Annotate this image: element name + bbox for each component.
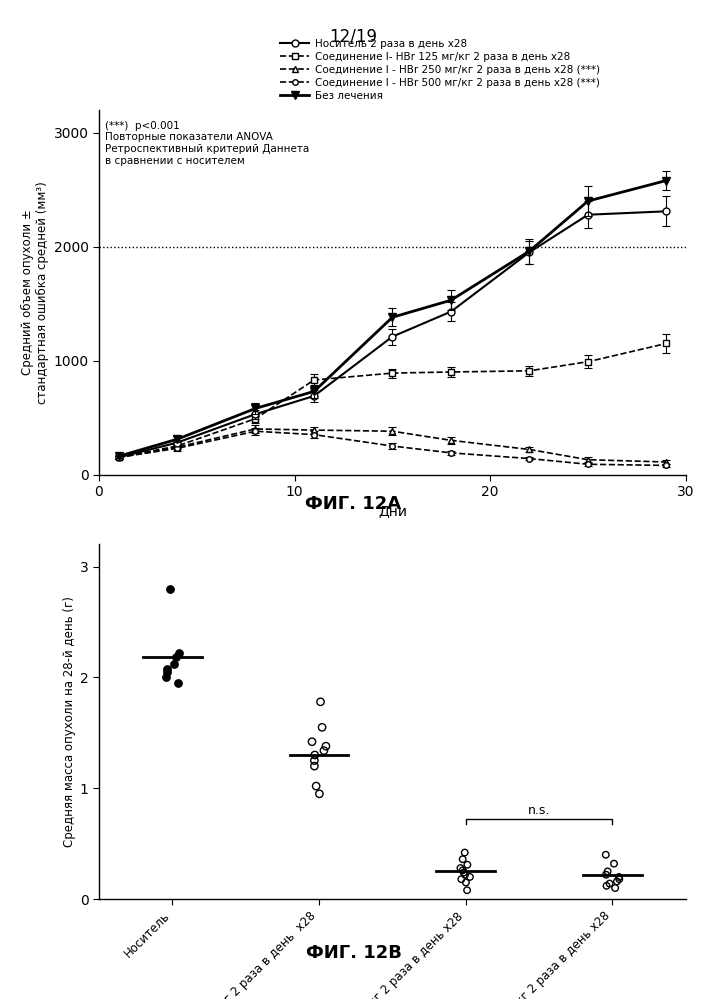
Text: (***)  р<0.001
Повторные показатели ANOVA
Ретроспективный критерий Даннета
в сра: (***) р<0.001 Повторные показатели ANOVA… — [105, 121, 309, 166]
Point — [458, 864, 469, 880]
Y-axis label: Средняя масса опухоли на 28-й день (г): Средняя масса опухоли на 28-й день (г) — [62, 596, 76, 847]
Point — [309, 752, 320, 768]
Point — [462, 882, 473, 898]
Point — [456, 871, 467, 887]
Point — [309, 747, 320, 763]
Legend: Носитель 2 раза в день х28, Соединение I- НВr 125 мг/кг 2 раза в день х28, Соеди: Носитель 2 раза в день х28, Соединение I… — [280, 39, 600, 101]
X-axis label: Дни: Дни — [378, 504, 407, 518]
Point — [314, 786, 325, 802]
Point — [455, 860, 466, 876]
Point — [317, 719, 328, 735]
Point — [173, 645, 185, 661]
Text: 12/19: 12/19 — [329, 28, 378, 46]
Point — [160, 669, 172, 685]
Point — [172, 675, 183, 691]
Point — [614, 871, 625, 887]
Point — [162, 664, 173, 680]
Point — [614, 869, 625, 885]
Text: ФИГ. 12В: ФИГ. 12В — [305, 944, 402, 962]
Text: n.s.: n.s. — [528, 804, 550, 817]
Point — [162, 660, 173, 676]
Point — [462, 857, 473, 873]
Point — [459, 844, 470, 860]
Point — [309, 758, 320, 774]
Point — [600, 847, 612, 863]
Point — [612, 873, 623, 889]
Point — [457, 862, 468, 878]
Point — [608, 855, 619, 871]
Point — [460, 874, 472, 890]
Point — [318, 742, 329, 758]
Point — [315, 694, 326, 710]
Point — [306, 733, 317, 749]
Point — [310, 778, 322, 794]
Point — [168, 656, 180, 672]
Point — [457, 851, 468, 867]
Text: ФИГ. 12А: ФИГ. 12А — [305, 495, 402, 512]
Point — [600, 867, 612, 883]
Point — [320, 738, 332, 754]
Point — [604, 875, 615, 891]
Point — [464, 869, 476, 885]
Point — [460, 867, 471, 883]
Point — [170, 649, 182, 665]
Point — [601, 878, 612, 894]
Y-axis label: Средний объем опухоли ±
стандартная ошибка средней (мм³): Средний объем опухоли ± стандартная ошиб… — [21, 181, 49, 404]
Point — [165, 580, 176, 596]
Point — [609, 880, 621, 896]
Point — [602, 863, 613, 879]
